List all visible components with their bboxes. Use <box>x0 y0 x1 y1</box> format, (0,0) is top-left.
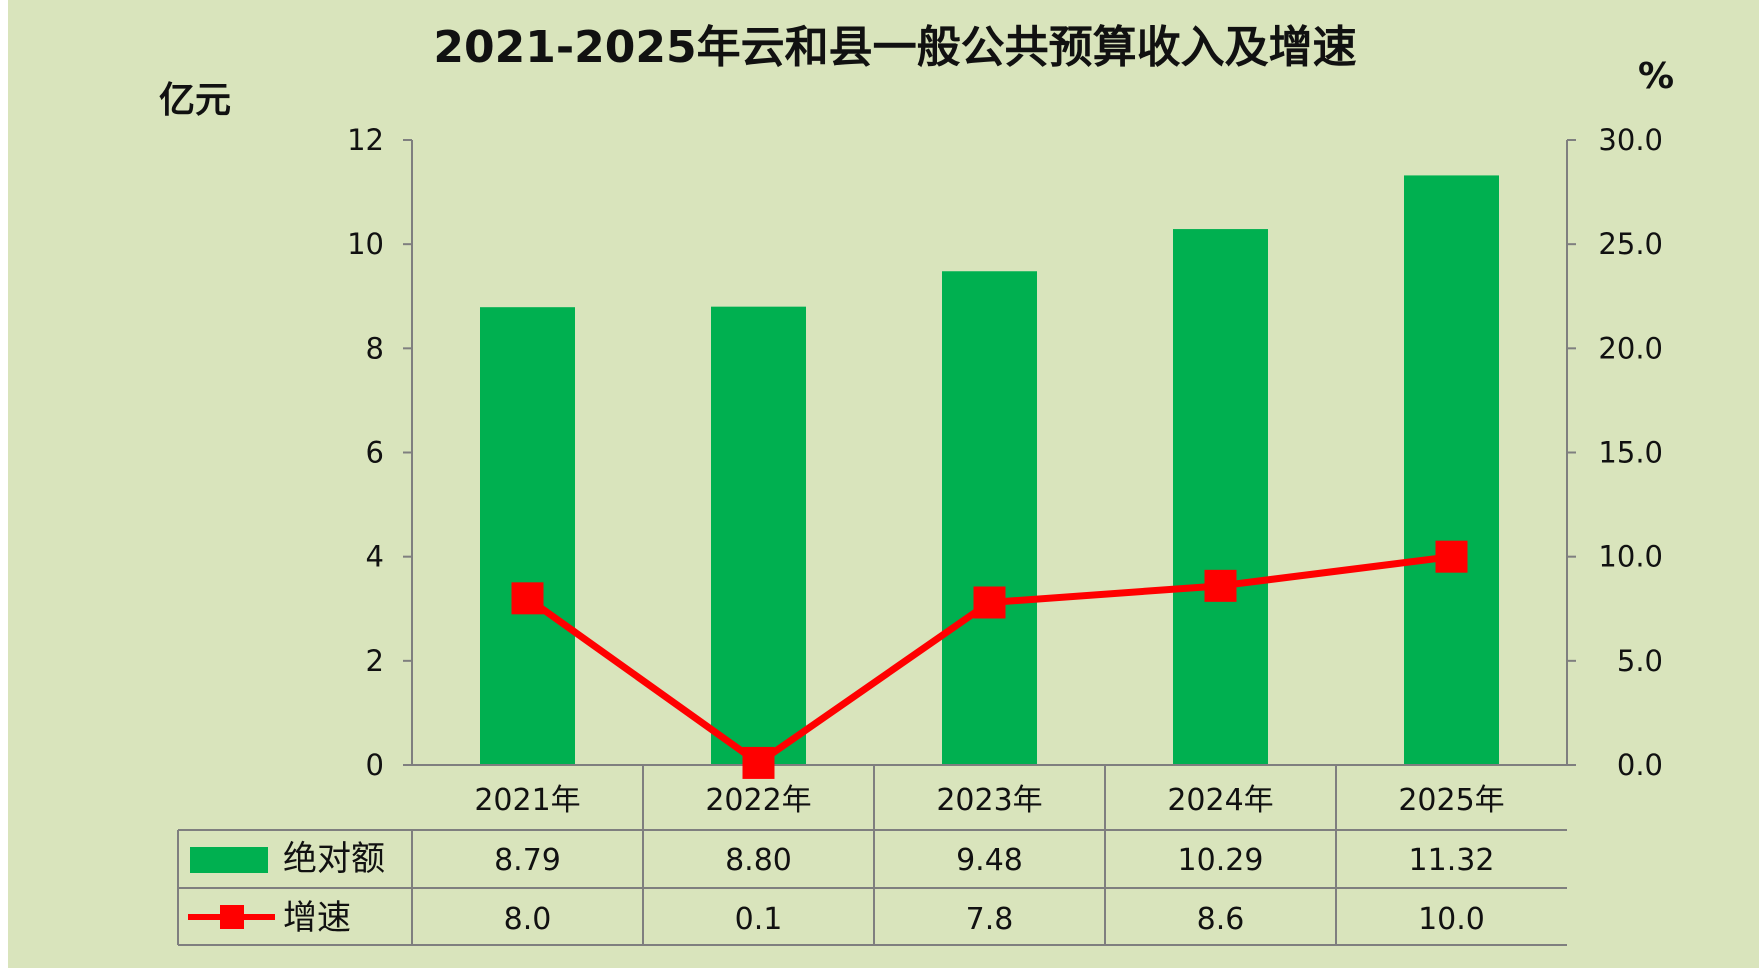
growth-marker <box>1435 540 1468 573</box>
table-cell-value: 8.6 <box>1197 902 1245 937</box>
x-tick-label: 2022年 <box>705 783 811 818</box>
right-tick-label: 20.0 <box>1598 331 1663 365</box>
table-cell-value: 11.32 <box>1409 843 1495 878</box>
bar <box>480 307 575 765</box>
left-tick-label: 4 <box>366 540 384 574</box>
x-tick-label: 2021年 <box>474 783 580 818</box>
right-tick-label: 30.0 <box>1598 123 1663 157</box>
left-tick-label: 6 <box>366 436 384 470</box>
growth-marker <box>1204 569 1237 602</box>
bar <box>1173 229 1268 765</box>
right-tick-label: 5.0 <box>1617 644 1663 678</box>
table-cell-value: 10.29 <box>1178 843 1264 878</box>
right-tick-label: 10.0 <box>1598 540 1663 574</box>
legend-swatch-marker <box>220 905 244 929</box>
table-cell-value: 8.80 <box>725 843 792 878</box>
table-cell-value: 0.1 <box>735 902 783 937</box>
left-axis-unit: 亿元 <box>159 80 231 121</box>
table-cell-value: 8.0 <box>504 902 552 937</box>
right-tick-label: 0.0 <box>1617 748 1663 782</box>
growth-marker <box>973 586 1006 619</box>
x-tick-label: 2023年 <box>936 783 1042 818</box>
left-tick-label: 12 <box>347 123 384 157</box>
bar <box>942 271 1037 765</box>
right-tick-label: 25.0 <box>1598 227 1663 261</box>
growth-marker <box>511 582 544 615</box>
left-tick-label: 10 <box>347 227 384 261</box>
right-axis-unit: % <box>1638 56 1674 97</box>
legend-swatch-bar <box>190 847 268 873</box>
x-tick-label: 2024年 <box>1167 783 1273 818</box>
table-cell-value: 8.79 <box>494 843 561 878</box>
x-tick-label: 2025年 <box>1398 783 1504 818</box>
table-cell-value: 7.8 <box>966 902 1014 937</box>
bar <box>1404 175 1499 765</box>
legend-label-line: 增速 <box>283 898 351 938</box>
table-cell-value: 9.48 <box>956 843 1023 878</box>
left-tick-label: 2 <box>366 644 384 678</box>
left-tick-label: 0 <box>366 748 384 782</box>
chart-title: 2021-2025年云和县一般公共预算收入及增速 <box>433 22 1356 73</box>
growth-marker <box>742 746 775 779</box>
legend-label-bar: 绝对额 <box>283 839 385 879</box>
bar <box>711 306 806 765</box>
right-tick-label: 15.0 <box>1598 436 1663 470</box>
left-tick-label: 8 <box>366 331 384 365</box>
table-cell-value: 10.0 <box>1418 902 1485 937</box>
